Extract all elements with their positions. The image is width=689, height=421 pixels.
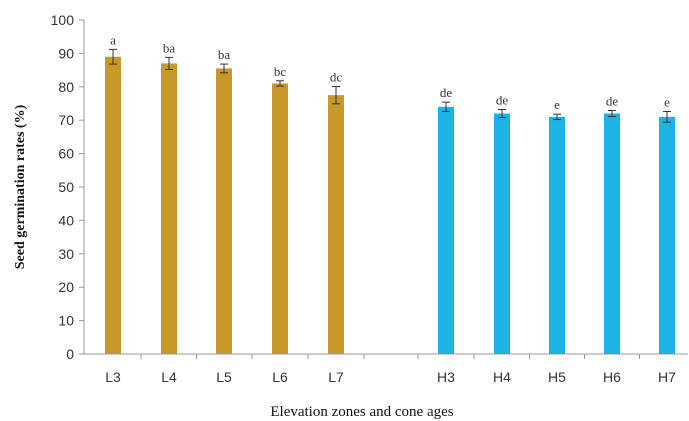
x-tick-label-l4: L4 bbox=[161, 369, 177, 385]
significance-letter-h3: de bbox=[440, 85, 453, 100]
x-tick-labels: L3 L4 L5 L6 L7 H3 H4 H5 H6 H7 bbox=[105, 369, 676, 385]
significance-letter-l5: ba bbox=[218, 47, 231, 62]
bar-h6 bbox=[604, 113, 620, 355]
x-tick-label-h6: H6 bbox=[603, 369, 621, 385]
axes bbox=[79, 19, 688, 359]
y-tick-label: 80 bbox=[58, 79, 74, 95]
bar-h7 bbox=[659, 116, 675, 354]
significance-letter-h7: e bbox=[664, 95, 670, 110]
x-tick-label-h4: H4 bbox=[493, 369, 511, 385]
significance-letter-l3: a bbox=[110, 32, 116, 47]
y-tick-label: 10 bbox=[58, 313, 74, 329]
x-tick-label-h3: H3 bbox=[437, 369, 455, 385]
significance-letter-l6: bc bbox=[274, 64, 287, 79]
y-tick-label: 60 bbox=[58, 146, 74, 162]
x-tick-label-h7: H7 bbox=[658, 369, 676, 385]
bar-h4 bbox=[494, 113, 510, 355]
x-tick-label-h5: H5 bbox=[548, 369, 566, 385]
y-tick-label: 20 bbox=[58, 279, 74, 295]
bar-l3 bbox=[105, 56, 121, 355]
y-tick-labels: 0 10 20 30 40 50 60 70 80 90 100 bbox=[51, 12, 75, 362]
bars bbox=[105, 56, 675, 355]
bar-l5 bbox=[216, 68, 232, 355]
x-axis-label: Elevation zones and cone ages bbox=[270, 404, 453, 420]
y-tick-label: 70 bbox=[58, 112, 74, 128]
y-tick-label: 0 bbox=[66, 346, 74, 362]
bar-l4 bbox=[161, 63, 177, 355]
bar-h5 bbox=[549, 116, 565, 354]
x-tick-label-l7: L7 bbox=[328, 369, 344, 385]
significance-letters: a ba ba bc dc de de e de e bbox=[110, 32, 670, 112]
significance-letter-h6: de bbox=[606, 94, 619, 109]
significance-letter-l4: ba bbox=[163, 40, 176, 55]
significance-letter-h5: e bbox=[554, 97, 560, 112]
y-tick-label: 100 bbox=[51, 12, 75, 28]
bar-l6 bbox=[272, 83, 288, 355]
bar-l7 bbox=[328, 95, 344, 355]
significance-letter-h4: de bbox=[496, 93, 509, 108]
x-tick-label-l6: L6 bbox=[272, 369, 288, 385]
y-tick-label: 50 bbox=[58, 179, 74, 195]
x-tick-label-l5: L5 bbox=[216, 369, 232, 385]
x-tick-label-l3: L3 bbox=[105, 369, 121, 385]
y-tick-label: 30 bbox=[58, 246, 74, 262]
error-bars bbox=[109, 48, 671, 123]
bar-h3 bbox=[438, 106, 454, 354]
y-axis-label: Seed germination rates (%) bbox=[13, 104, 28, 269]
significance-letter-l7: dc bbox=[330, 69, 343, 84]
y-tick-label: 40 bbox=[58, 212, 74, 228]
y-tick-label: 90 bbox=[58, 45, 74, 61]
